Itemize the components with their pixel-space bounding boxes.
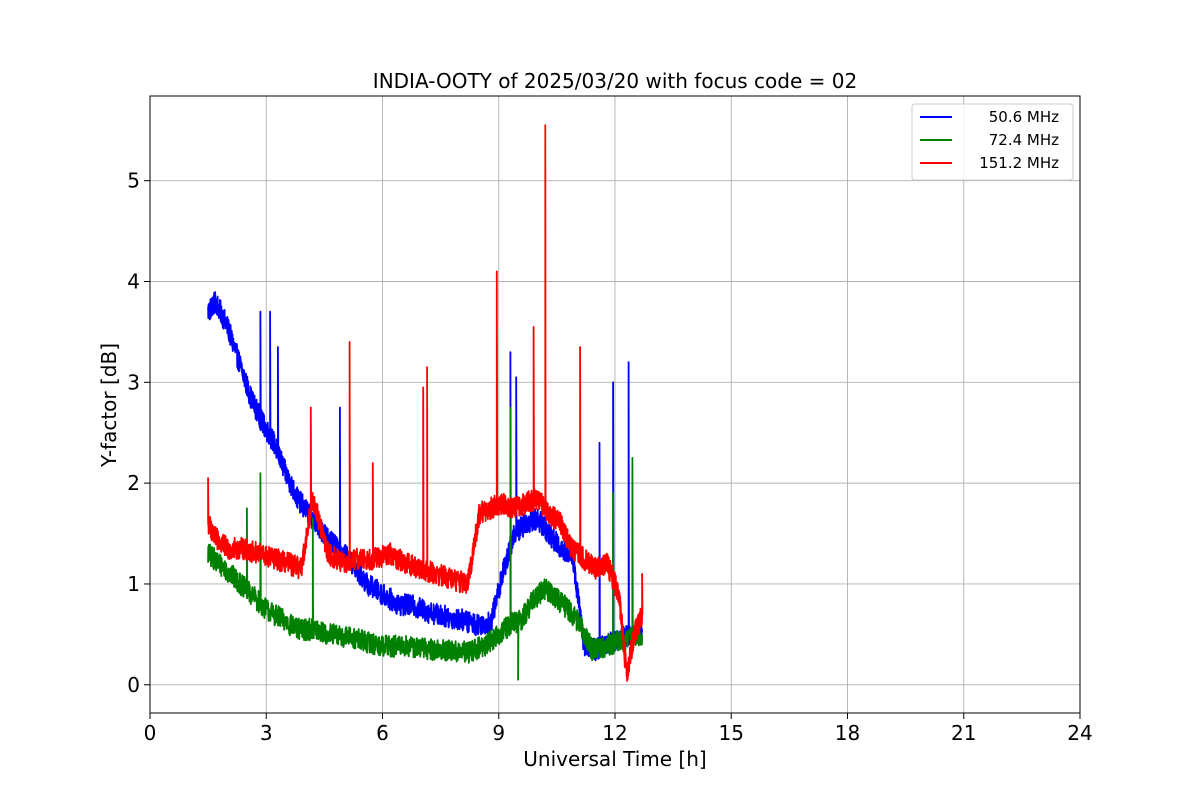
x-tick-label: 6 bbox=[376, 721, 389, 745]
x-tick-label: 18 bbox=[835, 721, 860, 745]
legend-label: 72.4 MHz bbox=[989, 131, 1059, 149]
y-tick-label: 5 bbox=[127, 169, 140, 193]
series-group bbox=[207, 124, 644, 682]
y-tick-label: 0 bbox=[127, 673, 140, 697]
chart-title: INDIA-OOTY of 2025/03/20 with focus code… bbox=[373, 69, 857, 93]
y-tick-label: 4 bbox=[127, 270, 140, 294]
series-line-1 bbox=[207, 406, 643, 681]
legend-box bbox=[911, 103, 1074, 181]
x-tick-label: 21 bbox=[951, 721, 976, 745]
legend-label: 151.2 MHz bbox=[979, 154, 1059, 172]
y-tick-label: 2 bbox=[127, 471, 140, 495]
series-line-2 bbox=[207, 124, 644, 682]
x-tick-label: 15 bbox=[719, 721, 744, 745]
legend: 50.6 MHz 72.4 MHz 151.2 MHz bbox=[911, 103, 1074, 181]
x-tick-label: 0 bbox=[144, 721, 157, 745]
x-tick-label: 12 bbox=[602, 721, 627, 745]
series-line-0 bbox=[207, 291, 643, 662]
y-tick-label: 1 bbox=[127, 572, 140, 596]
x-tick-label: 24 bbox=[1067, 721, 1092, 745]
x-tick-label: 9 bbox=[492, 721, 505, 745]
y-tick-label: 3 bbox=[127, 370, 140, 394]
legend-label: 50.6 MHz bbox=[989, 108, 1059, 126]
x-axis-label: Universal Time [h] bbox=[523, 747, 706, 771]
x-tick-label: 3 bbox=[260, 721, 273, 745]
y-axis-label: Y-factor [dB] bbox=[97, 343, 121, 468]
